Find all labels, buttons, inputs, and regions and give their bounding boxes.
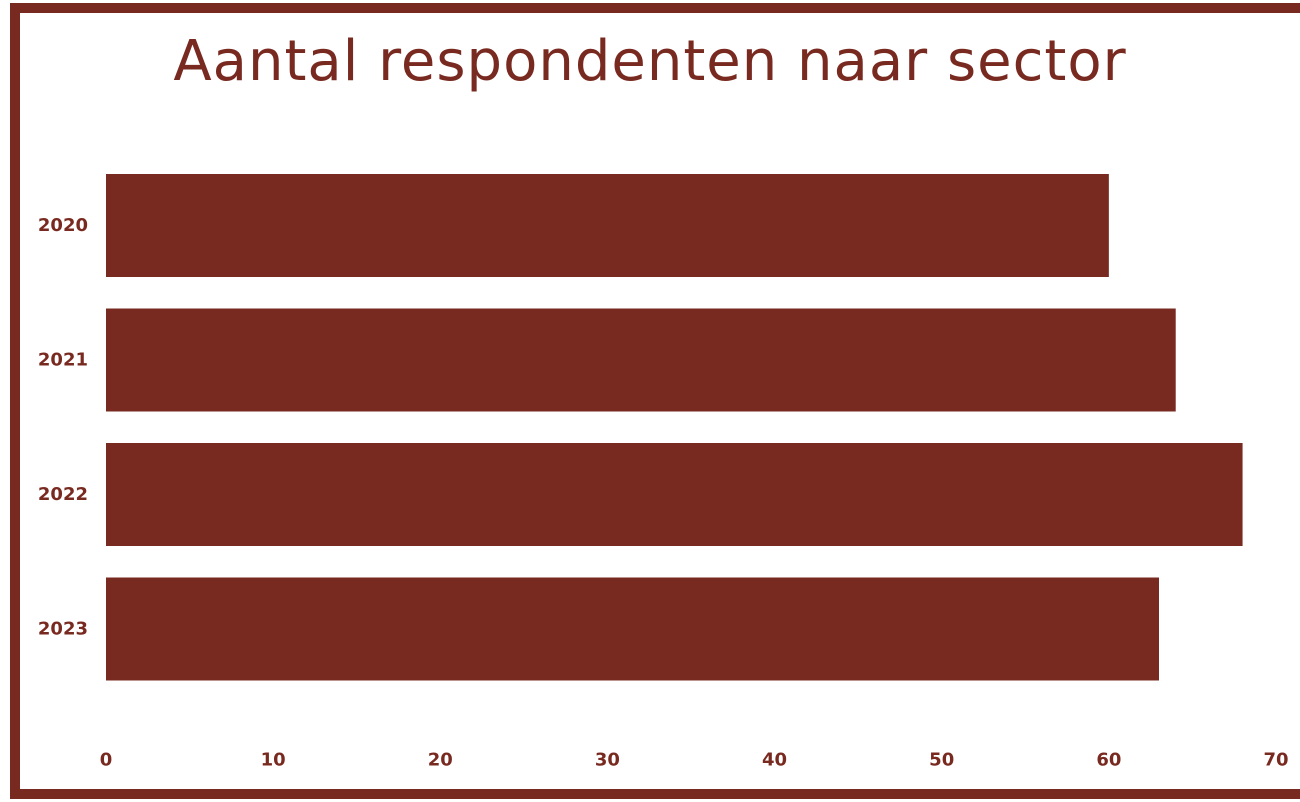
x-tick-label-20: 20 [428,750,453,771]
y-tick-label-2023: 2023 [38,619,88,640]
y-axis-labels: 2020 2021 2022 2023 [38,215,88,640]
bar-2023 [106,577,1159,681]
y-tick-label-2022: 2022 [38,484,88,505]
bars-group [106,174,1243,681]
x-axis-labels: 0 10 20 30 40 50 60 70 [100,750,1289,771]
x-tick-label-40: 40 [762,750,787,771]
x-tick-label-0: 0 [100,750,113,771]
chart-title: Aantal respondenten naar sector [173,29,1127,94]
bar-2021 [106,308,1176,412]
x-tick-label-30: 30 [595,750,620,771]
bar-2022 [106,443,1243,546]
y-tick-label-2021: 2021 [38,350,88,371]
x-tick-label-50: 50 [929,750,954,771]
x-tick-label-60: 60 [1096,750,1121,771]
x-tick-label-70: 70 [1263,750,1288,771]
bar-2020 [106,174,1109,277]
y-tick-label-2020: 2020 [38,215,88,236]
x-tick-label-10: 10 [261,750,286,771]
